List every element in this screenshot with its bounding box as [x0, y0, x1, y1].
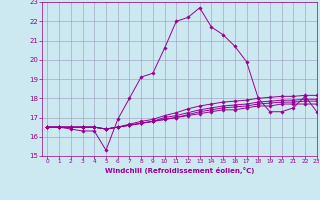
X-axis label: Windchill (Refroidissement éolien,°C): Windchill (Refroidissement éolien,°C): [105, 167, 254, 174]
